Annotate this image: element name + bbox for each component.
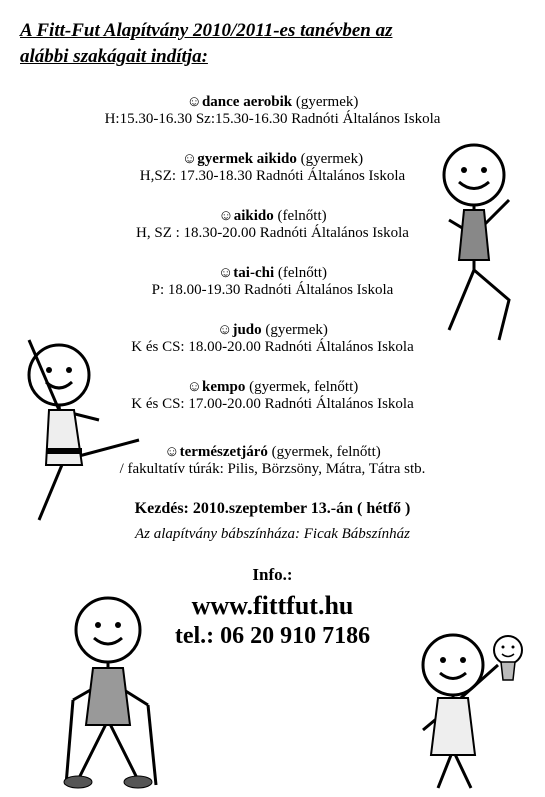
activity-audience: (gyermek, felnőtt) <box>272 444 381 460</box>
activity-name: kempo <box>202 379 245 395</box>
smiley-icon: ☺ <box>187 378 202 395</box>
activity-name: természetjáró <box>180 444 268 460</box>
smiley-icon: ☺ <box>218 264 233 281</box>
activity-name: tai-chi <box>233 265 274 281</box>
activity-audience: (felnőtt) <box>277 208 326 224</box>
hiker-figure-icon <box>18 590 198 790</box>
smiley-icon: ☺ <box>217 321 232 338</box>
title-line1: A Fitt-Fut Alapítvány 2010/2011-es tanév… <box>20 20 392 41</box>
smiley-icon: ☺ <box>182 150 197 167</box>
smiley-icon: ☺ <box>218 207 233 224</box>
martial-arts-figure-icon <box>4 320 154 530</box>
info-label: Info.: <box>20 565 525 585</box>
puppet-figure-icon <box>383 610 533 790</box>
activity-audience: (felnőtt) <box>278 265 327 281</box>
activity-name: dance aerobik <box>202 94 292 110</box>
title-line2: alábbi szakágait indítja: <box>20 46 208 67</box>
activity-name: aikido <box>234 208 274 224</box>
activity-audience: (gyermek) <box>265 322 327 338</box>
dancer-figure-icon <box>409 140 539 350</box>
activity-audience: (gyermek) <box>296 94 358 110</box>
activity-item: ☺dance aerobik (gyermek) H:15.30-16.30 S… <box>20 93 525 128</box>
activity-audience: (gyermek) <box>301 151 363 167</box>
smiley-icon: ☺ <box>187 93 202 110</box>
activity-name: gyermek aikido <box>197 151 297 167</box>
smiley-icon: ☺ <box>164 443 179 460</box>
activity-name: judo <box>232 322 261 338</box>
activity-schedule: H:15.30-16.30 Sz:15.30-16.30 Radnóti Ált… <box>20 111 525 128</box>
page-title: A Fitt-Fut Alapítvány 2010/2011-es tanév… <box>20 18 525 69</box>
activity-audience: (gyermek, felnőtt) <box>249 379 358 395</box>
